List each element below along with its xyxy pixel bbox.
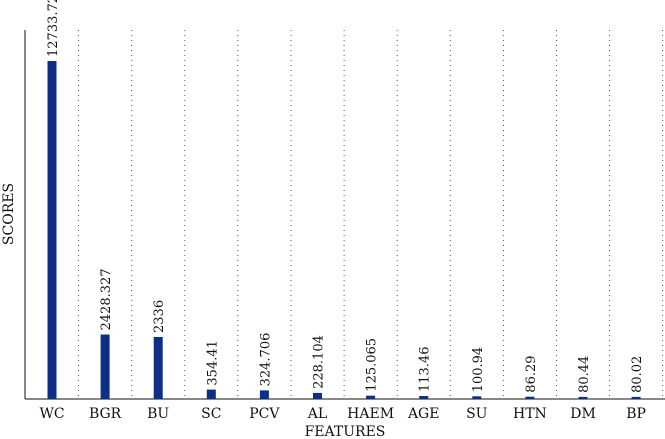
x-tick-label-su: SU bbox=[466, 406, 488, 422]
x-tick-label-wc: WC bbox=[39, 406, 64, 422]
x-tick-label-dm: DM bbox=[570, 406, 596, 422]
value-label-age: 113.46 bbox=[418, 347, 433, 393]
value-label-haem: 125.065 bbox=[365, 338, 380, 392]
bar-haem bbox=[366, 395, 376, 399]
x-tick-label-age: AGE bbox=[407, 406, 440, 422]
bar-age bbox=[419, 396, 429, 399]
value-label-su: 100.94 bbox=[471, 347, 486, 393]
bars bbox=[47, 61, 641, 399]
x-tick-label-haem: HAEM bbox=[347, 406, 394, 422]
bar-bp bbox=[631, 396, 641, 399]
x-tick-label-al: AL bbox=[307, 406, 327, 422]
x-axis-title: FEATURES bbox=[305, 424, 386, 439]
value-label-bgr: 2428.327 bbox=[99, 268, 114, 330]
bar-wc bbox=[47, 61, 57, 399]
value-label-bu: 2336 bbox=[152, 300, 167, 333]
y-axis-title: SCORES bbox=[1, 183, 17, 245]
value-label-dm: 80.44 bbox=[577, 356, 592, 393]
bar-bgr bbox=[100, 334, 110, 399]
bar-sc bbox=[206, 389, 216, 399]
value-label-pcv: 324.706 bbox=[258, 333, 273, 387]
bar-bu bbox=[153, 337, 163, 399]
value-label-sc: 354.41 bbox=[205, 340, 220, 386]
value-labels: 12733.72 2428.327 2336 354.41 324.706 228.104… bbox=[46, 0, 645, 393]
bar-dm bbox=[578, 396, 588, 399]
bar-htn bbox=[525, 396, 535, 399]
x-tick-label-bu: BU bbox=[147, 406, 169, 422]
x-tick-label-bp: BP bbox=[626, 406, 646, 422]
value-label-bp: 80.02 bbox=[630, 356, 645, 393]
bar-pcv bbox=[259, 390, 269, 399]
x-tick-label-bgr: BGR bbox=[89, 406, 122, 422]
value-label-al: 228.104 bbox=[312, 335, 327, 389]
x-tick-label-pcv: PCV bbox=[249, 406, 280, 422]
value-label-htn: 86.29 bbox=[524, 355, 539, 392]
x-tick-label-htn: HTN bbox=[513, 406, 547, 422]
x-tick-label-sc: SC bbox=[201, 406, 221, 422]
bar-su bbox=[472, 396, 482, 399]
value-label-wc: 12733.72 bbox=[46, 0, 61, 57]
bar-al bbox=[313, 392, 322, 399]
x-tick-labels: WC BGR BU SC PCV AL HAEM AGE SU HTN DM BP bbox=[39, 406, 646, 422]
